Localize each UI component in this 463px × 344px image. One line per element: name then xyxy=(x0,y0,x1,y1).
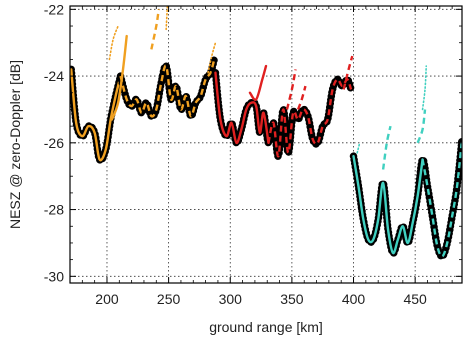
series-line xyxy=(267,78,353,158)
series-line xyxy=(70,68,122,162)
series-line xyxy=(110,34,128,121)
x-tick-label: 300 xyxy=(219,291,243,307)
y-tick-label: -26 xyxy=(44,135,64,151)
y-axis-title: NESZ @ zero-Doppler [dB] xyxy=(7,60,23,229)
series-line xyxy=(421,139,462,258)
series-line xyxy=(416,109,427,144)
series-line xyxy=(285,69,297,110)
series-line xyxy=(165,6,169,31)
y-tick-label: -30 xyxy=(44,268,64,284)
series-line xyxy=(381,125,392,170)
series-line xyxy=(248,64,268,102)
series-line xyxy=(119,59,216,118)
series-line xyxy=(116,55,218,121)
x-tick-label: 200 xyxy=(95,291,119,307)
series-line xyxy=(356,142,361,154)
x-tick-label: 350 xyxy=(280,291,304,307)
series-line xyxy=(352,154,424,255)
series-line xyxy=(296,85,307,110)
series-line xyxy=(214,71,270,145)
plot-frame xyxy=(69,5,463,284)
x-tick-label: 400 xyxy=(342,291,366,307)
x-axis-title: ground range [km] xyxy=(209,319,323,335)
series-line xyxy=(207,41,217,74)
series-layer xyxy=(70,6,462,261)
y-tick-label: -24 xyxy=(44,68,64,84)
x-tick-label: 250 xyxy=(157,291,181,307)
series-line xyxy=(342,55,354,90)
series-line xyxy=(150,9,160,50)
x-tick-label: 450 xyxy=(403,291,427,307)
y-tick-label: -28 xyxy=(44,202,64,218)
ticks: 200 250 300 350 400 450 -30 -28 -26 -24 -22 xyxy=(44,1,462,307)
series-line xyxy=(349,135,462,261)
y-tick-label: -22 xyxy=(44,1,64,17)
series-line xyxy=(421,65,428,111)
series-line xyxy=(108,25,119,61)
